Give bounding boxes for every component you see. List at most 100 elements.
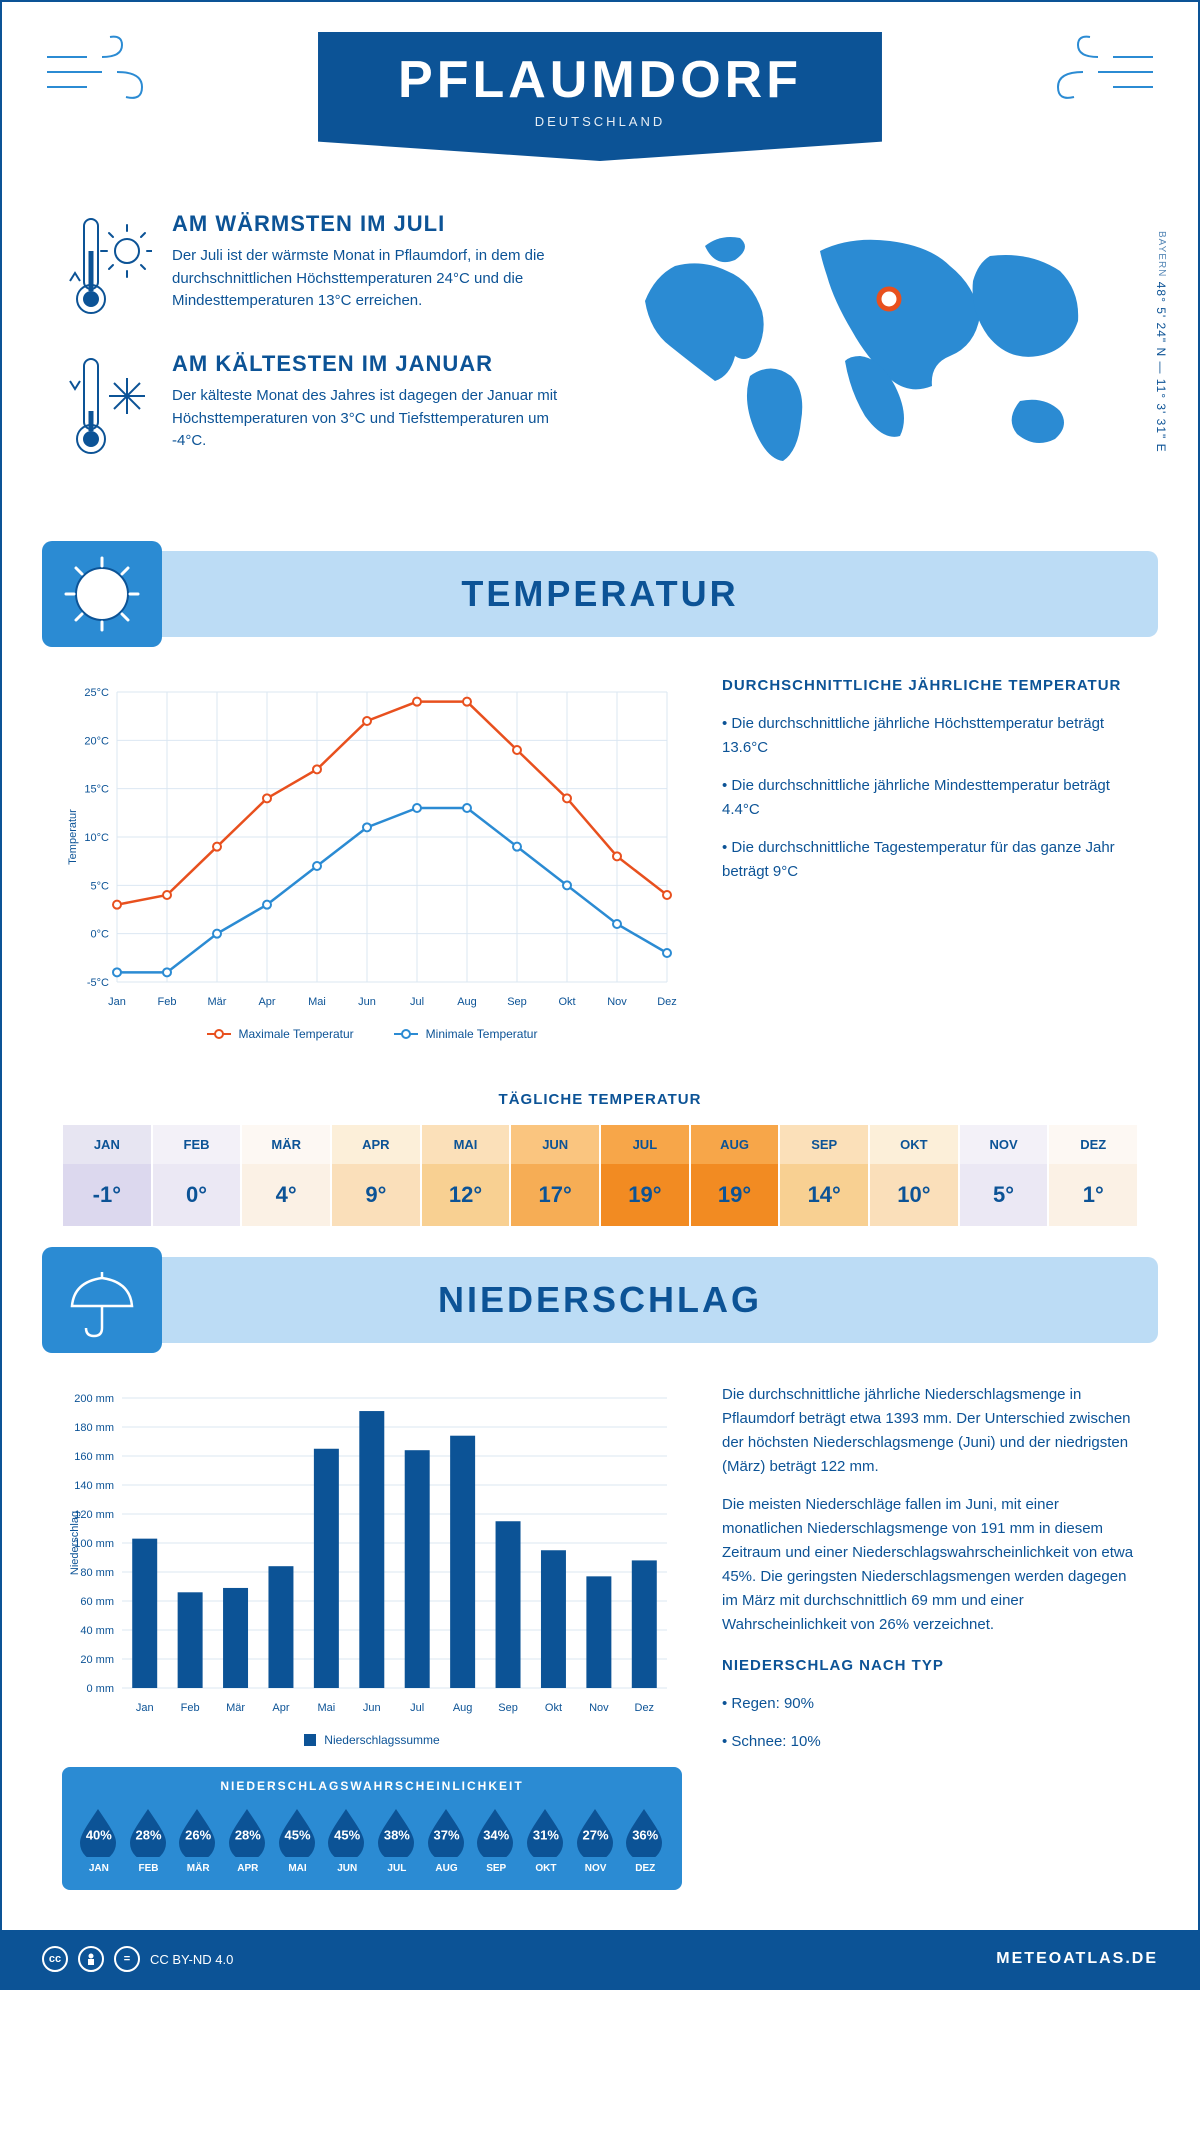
svg-text:25°C: 25°C [84, 687, 109, 699]
svg-text:Sep: Sep [507, 996, 527, 1008]
temp-cell: JUN17° [510, 1124, 600, 1227]
temp-cell: AUG19° [690, 1124, 780, 1227]
svg-text:140 mm: 140 mm [74, 1480, 114, 1492]
section-head-temperature: TEMPERATUR [42, 551, 1158, 637]
svg-text:0°C: 0°C [91, 929, 110, 941]
fact-cold: AM KÄLTESTEN IM JANUAR Der kälteste Mona… [62, 351, 580, 461]
svg-text:5°C: 5°C [91, 880, 110, 892]
svg-text:180 mm: 180 mm [74, 1422, 114, 1434]
precip-p1: Die durchschnittliche jährliche Niedersc… [722, 1383, 1138, 1479]
svg-text:Okt: Okt [558, 996, 575, 1008]
svg-text:160 mm: 160 mm [74, 1451, 114, 1463]
section-head-precipitation: NIEDERSCHLAG [42, 1257, 1158, 1343]
thermometer-cold-icon [62, 351, 152, 461]
daily-temp-table: JAN-1°FEB0°MÄR4°APR9°MAI12°JUN17°JUL19°A… [62, 1124, 1138, 1227]
drop-item: 31%OKT [523, 1805, 569, 1874]
daily-temp-heading: TÄGLICHE TEMPERATUR [2, 1091, 1198, 1108]
drop-item: 36%DEZ [622, 1805, 668, 1874]
fact-warm: AM WÄRMSTEN IM JULI Der Juli ist der wär… [62, 211, 580, 321]
svg-text:Mai: Mai [318, 1702, 336, 1714]
fact-cold-text: Der kälteste Monat des Jahres ist dagege… [172, 385, 580, 453]
precip-legend: Niederschlagssumme [62, 1733, 682, 1747]
section-title-precipitation: NIEDERSCHLAG [42, 1279, 1158, 1321]
wind-icon [1048, 32, 1158, 122]
wind-icon [42, 32, 152, 122]
svg-text:Okt: Okt [545, 1702, 562, 1714]
svg-text:Nov: Nov [607, 996, 627, 1008]
precip-type-bullet: • Schnee: 10% [722, 1730, 1138, 1754]
precipitation-chart: 0 mm20 mm40 mm60 mm80 mm100 mm120 mm140 … [62, 1383, 682, 1890]
svg-text:Apr: Apr [258, 996, 275, 1008]
temperature-chart: -5°C0°C5°C10°C15°C20°C25°CJanFebMärAprMa… [62, 677, 682, 1041]
svg-text:200 mm: 200 mm [74, 1393, 114, 1405]
svg-text:Dez: Dez [657, 996, 677, 1008]
temp-cell: MAI12° [421, 1124, 511, 1227]
svg-text:Mär: Mär [208, 996, 227, 1008]
footer-site: METEOATLAS.DE [996, 1950, 1158, 1968]
svg-text:-5°C: -5°C [87, 977, 109, 989]
drop-item: 28%APR [225, 1805, 271, 1874]
drop-item: 45%MAI [275, 1805, 321, 1874]
temp-cell: JAN-1° [62, 1124, 152, 1227]
legend-max: Maximale Temperatur [207, 1027, 354, 1041]
cc-icon: cc [42, 1946, 68, 1972]
svg-text:60 mm: 60 mm [80, 1596, 114, 1608]
thermometer-hot-icon [62, 211, 152, 321]
page-subtitle: DEUTSCHLAND [398, 114, 802, 129]
precipitation-text: Die durchschnittliche jährliche Niedersc… [722, 1383, 1138, 1890]
drop-item: 38%JUL [374, 1805, 420, 1874]
legend-precip: Niederschlagssumme [304, 1733, 439, 1747]
svg-text:Apr: Apr [272, 1702, 289, 1714]
page-title: PFLAUMDORF [398, 50, 802, 110]
svg-text:Niederschlag: Niederschlag [69, 1511, 81, 1575]
precip-type-bullet: • Regen: 90% [722, 1692, 1138, 1716]
temp-cell: OKT10° [869, 1124, 959, 1227]
svg-text:Feb: Feb [181, 1702, 200, 1714]
facts: AM WÄRMSTEN IM JULI Der Juli ist der wär… [62, 211, 580, 491]
drop-item: 28%FEB [126, 1805, 172, 1874]
coordinates: BAYERN 48° 5' 24" N — 11° 3' 31" E [1154, 231, 1168, 453]
svg-text:0 mm: 0 mm [87, 1683, 115, 1695]
footer-license: cc = CC BY-ND 4.0 [42, 1946, 233, 1972]
svg-text:Sep: Sep [498, 1702, 518, 1714]
temperature-summary: DURCHSCHNITTLICHE JÄHRLICHE TEMPERATUR •… [722, 677, 1138, 1041]
svg-text:Temperatur: Temperatur [67, 809, 79, 865]
svg-text:10°C: 10°C [84, 832, 109, 844]
svg-text:Jun: Jun [358, 996, 376, 1008]
svg-text:Aug: Aug [453, 1702, 473, 1714]
svg-text:Jul: Jul [410, 1702, 424, 1714]
fact-warm-text: Der Juli ist der wärmste Monat in Pflaum… [172, 245, 580, 313]
umbrella-icon [42, 1247, 162, 1353]
drop-item: 45%JUN [324, 1805, 370, 1874]
temp-cell: SEP14° [779, 1124, 869, 1227]
temp-cell: MÄR4° [241, 1124, 331, 1227]
location-marker [875, 285, 903, 313]
page: PFLAUMDORF DEUTSCHLAND AM WÄRMSTEN IM JU… [0, 0, 1200, 1990]
drop-item: 27%NOV [573, 1805, 619, 1874]
by-icon [78, 1946, 104, 1972]
svg-text:Jul: Jul [410, 996, 424, 1008]
drop-item: 34%SEP [473, 1805, 519, 1874]
fact-warm-heading: AM WÄRMSTEN IM JULI [172, 211, 580, 237]
precipitation-content: 0 mm20 mm40 mm60 mm80 mm100 mm120 mm140 … [2, 1363, 1198, 1910]
temp-cell: APR9° [331, 1124, 421, 1227]
footer: cc = CC BY-ND 4.0 METEOATLAS.DE [2, 1930, 1198, 1988]
header: PFLAUMDORF DEUTSCHLAND [2, 2, 1198, 181]
drop-item: 40%JAN [76, 1805, 122, 1874]
precip-type-heading: NIEDERSCHLAG NACH TYP [722, 1657, 1138, 1674]
svg-text:Jan: Jan [108, 996, 126, 1008]
svg-text:Mär: Mär [226, 1702, 245, 1714]
svg-text:Jan: Jan [136, 1702, 154, 1714]
drop-item: 37%AUG [424, 1805, 470, 1874]
intro-row: AM WÄRMSTEN IM JULI Der Juli ist der wär… [2, 181, 1198, 531]
temp-bullet: • Die durchschnittliche Tagestemperatur … [722, 836, 1138, 884]
region-label: BAYERN [1156, 231, 1167, 277]
map-block: BAYERN 48° 5' 24" N — 11° 3' 31" E [620, 211, 1138, 491]
temp-bullet: • Die durchschnittliche jährliche Mindes… [722, 774, 1138, 822]
svg-text:Nov: Nov [589, 1702, 609, 1714]
svg-text:Feb: Feb [158, 996, 177, 1008]
temp-legend: Maximale Temperatur Minimale Temperatur [62, 1027, 682, 1041]
coords-text: 48° 5' 24" N — 11° 3' 31" E [1154, 282, 1168, 453]
drop-item: 26%MÄR [175, 1805, 221, 1874]
svg-text:Mai: Mai [308, 996, 326, 1008]
